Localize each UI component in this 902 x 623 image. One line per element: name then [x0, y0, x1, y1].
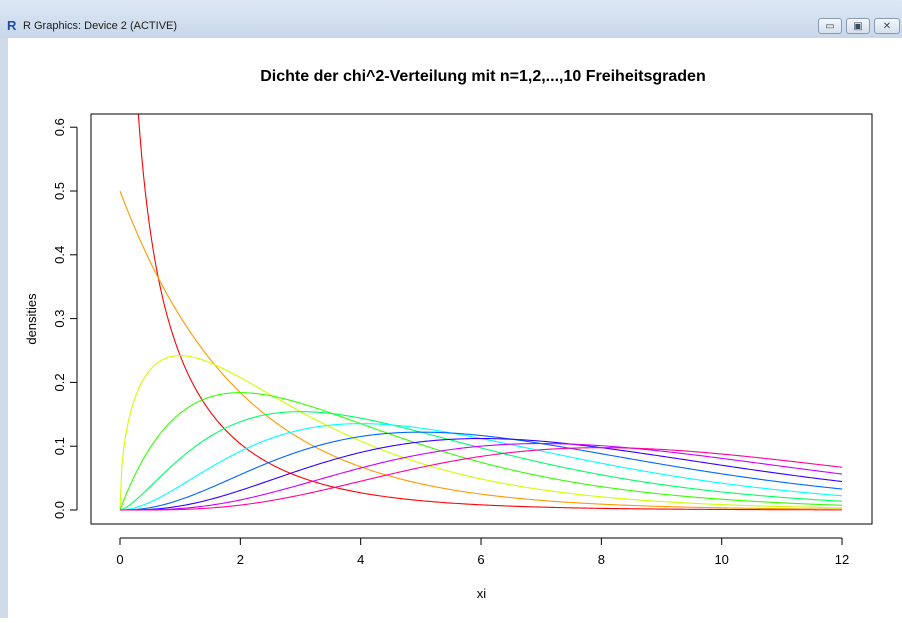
- minimize-button[interactable]: ▭: [818, 18, 842, 34]
- chart-curves: [119, 114, 843, 511]
- x-tick-label: 8: [598, 552, 605, 567]
- plot-frame: [90, 113, 873, 525]
- minimize-icon: ▭: [825, 20, 835, 32]
- plot-canvas: Dichte der chi^2-Verteilung mit n=1,2,..…: [8, 38, 902, 618]
- y-tick-label: 0.4: [52, 246, 67, 264]
- r-logo-icon: R: [7, 18, 17, 33]
- x-axis: 0 2 4 6 8 10 12: [116, 537, 849, 567]
- window-title: R Graphics: Device 2 (ACTIVE): [23, 20, 178, 32]
- x-tick-label: 6: [477, 552, 484, 567]
- close-icon: ✕: [882, 20, 892, 32]
- series-line-df-9: [120, 443, 843, 511]
- series-line-df-7: [120, 431, 843, 511]
- chart-title: Dichte der chi^2-Verteilung mit n=1,2,..…: [260, 68, 705, 85]
- series-line-df-8: [120, 437, 843, 511]
- maximize-button[interactable]: ▣: [846, 18, 870, 34]
- y-tick-label: 0.1: [52, 437, 67, 455]
- series-line-df-4: [119, 392, 843, 511]
- series-line-df-5: [119, 411, 843, 511]
- y-tick-label: 0.3: [52, 310, 67, 328]
- x-axis-label: xi: [477, 586, 487, 601]
- y-tick-label: 0.2: [52, 373, 67, 391]
- series-line-df-10: [120, 447, 843, 511]
- series-line-df-3: [119, 355, 843, 511]
- window-titlebar[interactable]: R R Graphics: Device 2 (ACTIVE) ▭ ▣ ✕: [0, 0, 902, 38]
- series-line-df-1: [137, 114, 843, 511]
- chart-svg: Dichte der chi^2-Verteilung mit n=1,2,..…: [24, 68, 873, 601]
- maximize-icon: ▣: [853, 20, 863, 32]
- x-tick-label: 10: [714, 552, 728, 567]
- close-button[interactable]: ✕: [874, 18, 900, 34]
- y-tick-label: 0.5: [52, 182, 67, 200]
- x-tick-label: 12: [835, 552, 849, 567]
- x-tick-label: 2: [237, 552, 244, 567]
- y-tick-label: 0.0: [52, 501, 67, 519]
- x-tick-label: 4: [357, 552, 364, 567]
- series-line-df-2: [119, 190, 843, 510]
- y-axis-label: densities: [24, 293, 39, 345]
- y-tick-label: 0.6: [52, 118, 67, 136]
- y-axis: 0.0 0.1 0.2 0.3 0.4 0.5 0.6: [52, 118, 78, 519]
- x-tick-label: 0: [116, 552, 123, 567]
